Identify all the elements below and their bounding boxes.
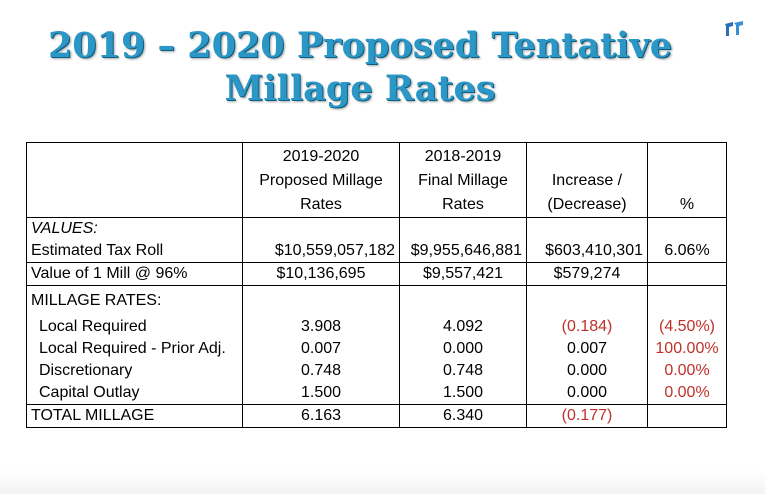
row-change: 0.007 — [526, 337, 648, 360]
row-label: Capital Outlay — [26, 381, 243, 404]
row-label: Local Required - Prior Adj. — [26, 337, 243, 360]
row-pct: 6.06% — [647, 240, 727, 263]
row-final: 0.748 — [399, 359, 527, 382]
header-change-line1: Increase / — [551, 172, 623, 189]
table-row: Local Required 3.908 4.092 (0.184) (4.50… — [26, 315, 727, 338]
total-row: TOTAL MILLAGE 6.163 6.340 (0.177) — [26, 403, 727, 428]
page-title: 2019 – 2020 Proposed Tentative Millage R… — [47, 25, 673, 109]
small-blue-logo-icon — [725, 21, 743, 36]
row-proposed: 3.908 — [242, 315, 400, 338]
table-row: Value of 1 Mill @ 96% $10,136,695 $9,557… — [26, 262, 727, 286]
row-proposed: $10,559,057,182 — [242, 240, 400, 263]
row-final: $9,955,646,881 — [399, 240, 527, 263]
header-change: Increase / (Decrease) — [526, 142, 648, 218]
row-proposed: 1.500 — [242, 381, 400, 404]
header-final-line2: Final Millage — [418, 172, 508, 189]
row-final: 0.000 — [399, 337, 527, 360]
page-footer-shade — [0, 470, 765, 494]
values-section-label: VALUES: — [26, 217, 243, 240]
total-proposed: 6.163 — [242, 403, 400, 428]
row-final: 4.092 — [399, 315, 527, 338]
row-proposed: 0.007 — [242, 337, 400, 360]
row-pct: 100.00% — [647, 337, 727, 360]
total-pct — [647, 403, 727, 428]
table-row: Discretionary 0.748 0.748 0.000 0.00% — [26, 359, 727, 382]
table-row: Estimated Tax Roll $10,559,057,182 $9,95… — [26, 240, 727, 263]
row-pct: 0.00% — [647, 381, 727, 404]
header-final-line3: Rates — [442, 196, 484, 213]
row-change: $603,410,301 — [526, 240, 648, 263]
row-label: Local Required — [26, 315, 243, 338]
total-label: TOTAL MILLAGE — [26, 403, 243, 428]
row-pct: 0.00% — [647, 359, 727, 382]
millage-section-label: MILLAGE RATES: — [26, 285, 243, 316]
row-proposed: 0.748 — [242, 359, 400, 382]
row-label: Estimated Tax Roll — [26, 240, 243, 263]
header-change-line2: (Decrease) — [547, 196, 627, 213]
row-final: $9,557,421 — [399, 262, 527, 286]
header-final: 2018-2019 Final Millage Rates — [399, 142, 527, 218]
total-change: (0.177) — [526, 403, 648, 428]
row-final: 1.500 — [399, 381, 527, 404]
section-label-row: MILLAGE RATES: — [26, 285, 727, 316]
total-final: 6.340 — [399, 403, 527, 428]
header-proposed-line1: 2019-2020 — [282, 148, 360, 165]
table-header-row: 2019-2020 Proposed Millage Rates 2018-20… — [26, 142, 727, 218]
row-label: Value of 1 Mill @ 96% — [26, 262, 243, 286]
header-proposed-line2: Proposed Millage — [259, 172, 383, 189]
row-change: 0.000 — [526, 381, 648, 404]
row-change: (0.184) — [526, 315, 648, 338]
table-row: Local Required - Prior Adj. 0.007 0.000 … — [26, 337, 727, 360]
row-pct — [647, 262, 727, 286]
header-proposed-line3: Rates — [300, 196, 342, 213]
row-proposed: $10,136,695 — [242, 262, 400, 286]
row-pct: (4.50%) — [647, 315, 727, 338]
header-pct: % — [647, 142, 727, 218]
header-pct-label: % — [679, 196, 695, 213]
header-blank — [26, 142, 243, 218]
millage-table: 2019-2020 Proposed Millage Rates 2018-20… — [26, 142, 727, 428]
header-final-line1: 2018-2019 — [424, 148, 502, 165]
table-row: Capital Outlay 1.500 1.500 0.000 0.00% — [26, 381, 727, 404]
header-proposed: 2019-2020 Proposed Millage Rates — [242, 142, 400, 218]
row-label: Discretionary — [26, 359, 243, 382]
section-label-row: VALUES: — [26, 217, 727, 240]
row-change: 0.000 — [526, 359, 648, 382]
row-change: $579,274 — [526, 262, 648, 286]
